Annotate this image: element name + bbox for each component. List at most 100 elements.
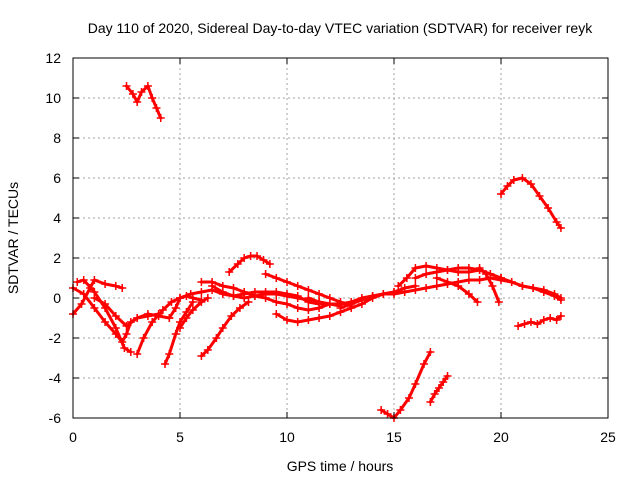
data-point bbox=[430, 390, 439, 398]
data-point bbox=[556, 224, 565, 232]
series-arc-08 bbox=[176, 294, 212, 332]
data-point bbox=[454, 282, 463, 290]
data-point bbox=[165, 350, 174, 358]
data-point bbox=[434, 384, 443, 392]
data-point bbox=[503, 182, 512, 190]
data-point bbox=[208, 282, 217, 290]
data-point bbox=[304, 294, 313, 302]
data-point bbox=[411, 274, 420, 282]
data-point bbox=[133, 350, 142, 358]
data-point bbox=[128, 90, 137, 98]
data-point bbox=[227, 312, 236, 320]
data-point bbox=[475, 264, 484, 272]
data-point bbox=[120, 344, 129, 352]
data-point bbox=[165, 314, 174, 322]
data-point bbox=[518, 282, 527, 290]
x-tick-label: 5 bbox=[176, 429, 184, 445]
data-point bbox=[261, 270, 270, 278]
y-tick-label: -2 bbox=[49, 330, 62, 346]
data-point bbox=[240, 294, 249, 302]
y-tick-label: -4 bbox=[49, 370, 62, 386]
y-axis-label: SDTVAR / TECUs bbox=[5, 182, 21, 294]
y-tick-label: 2 bbox=[53, 250, 61, 266]
data-point bbox=[182, 292, 191, 300]
data-point bbox=[79, 276, 88, 284]
data-point bbox=[482, 270, 491, 278]
data-point bbox=[325, 312, 334, 320]
data-point bbox=[539, 316, 548, 324]
data-point bbox=[259, 256, 268, 264]
series-arc-02 bbox=[69, 276, 127, 318]
series-arc-12 bbox=[225, 252, 274, 276]
data-point bbox=[122, 82, 131, 90]
series-arc-22 bbox=[514, 312, 565, 330]
data-point bbox=[203, 294, 212, 302]
data-point bbox=[167, 298, 176, 306]
data-point bbox=[133, 314, 142, 322]
data-point bbox=[497, 190, 505, 198]
x-tick-label: 10 bbox=[279, 429, 295, 445]
data-point bbox=[212, 334, 221, 342]
data-point bbox=[77, 300, 86, 308]
data-point bbox=[235, 304, 244, 312]
data-point bbox=[464, 264, 473, 272]
series-arc-21 bbox=[497, 174, 565, 232]
data-point bbox=[539, 288, 548, 296]
data-point bbox=[203, 346, 212, 354]
data-point bbox=[464, 276, 473, 284]
data-point bbox=[464, 290, 473, 298]
data-point bbox=[475, 276, 484, 284]
data-point bbox=[402, 274, 411, 282]
data-point bbox=[101, 318, 110, 326]
series-arc-23 bbox=[377, 348, 435, 422]
data-point bbox=[137, 88, 146, 96]
data-point bbox=[122, 322, 131, 330]
data-point bbox=[443, 372, 452, 380]
data-point bbox=[426, 348, 435, 356]
data-point bbox=[122, 330, 131, 338]
data-point bbox=[454, 264, 463, 272]
data-point bbox=[550, 292, 559, 300]
series-arc-high bbox=[122, 82, 165, 122]
series-line bbox=[379, 350, 432, 420]
x-tick-label: 15 bbox=[386, 429, 402, 445]
data-point bbox=[535, 192, 544, 200]
data-point bbox=[139, 334, 148, 342]
plot-series bbox=[69, 82, 565, 422]
data-point bbox=[156, 114, 165, 122]
data-point bbox=[272, 290, 281, 298]
data-point bbox=[520, 320, 529, 328]
data-point bbox=[272, 310, 281, 318]
data-point bbox=[552, 218, 561, 226]
data-point bbox=[357, 296, 366, 304]
data-point bbox=[293, 318, 302, 326]
data-point bbox=[293, 282, 302, 290]
series-arc-19 bbox=[432, 274, 482, 306]
data-point bbox=[225, 268, 234, 276]
data-point bbox=[101, 300, 110, 308]
data-point bbox=[411, 264, 420, 272]
data-point bbox=[176, 324, 184, 332]
data-point bbox=[336, 304, 345, 312]
data-point bbox=[473, 298, 482, 306]
data-point bbox=[283, 278, 291, 286]
data-point bbox=[240, 254, 249, 262]
data-point bbox=[304, 316, 313, 324]
data-point bbox=[533, 320, 542, 328]
data-point bbox=[544, 204, 553, 212]
grid bbox=[73, 58, 608, 418]
data-point bbox=[404, 394, 413, 402]
data-point bbox=[526, 180, 535, 188]
data-point bbox=[133, 98, 142, 106]
data-point bbox=[218, 288, 227, 296]
data-point bbox=[197, 298, 206, 306]
data-point bbox=[304, 286, 313, 294]
data-point bbox=[411, 380, 420, 388]
data-point bbox=[396, 406, 405, 414]
series-arc-11 bbox=[197, 298, 253, 360]
data-point bbox=[439, 378, 448, 386]
data-point bbox=[422, 262, 431, 270]
data-point bbox=[509, 176, 518, 184]
data-point bbox=[304, 306, 313, 314]
